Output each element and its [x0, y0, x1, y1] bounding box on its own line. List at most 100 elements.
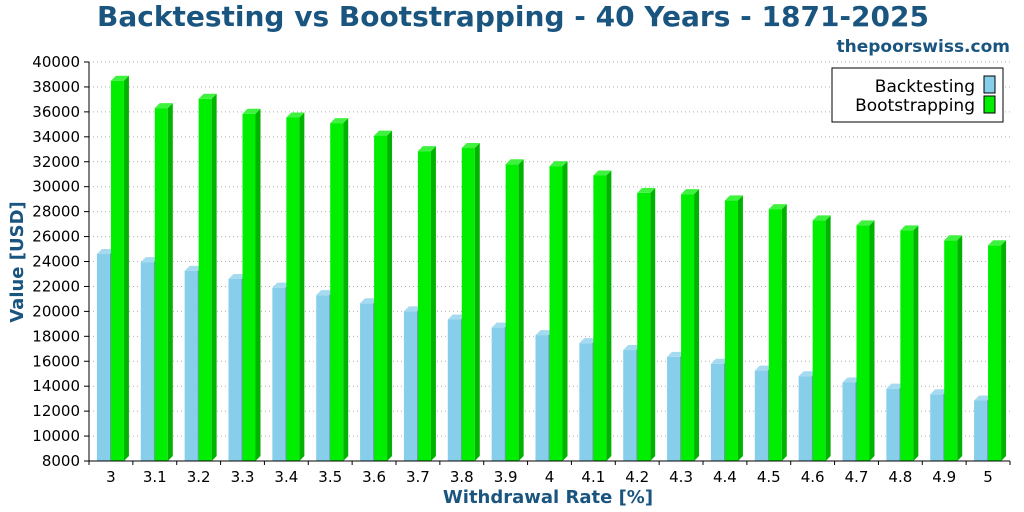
bar-side: [211, 93, 217, 462]
bar-top: [461, 143, 480, 149]
y-tick-label: 30000: [32, 178, 80, 196]
x-tick-label: 3.9: [494, 468, 518, 486]
bar-top: [286, 112, 305, 118]
x-tick-label: 3.5: [318, 468, 342, 486]
bar-front: [447, 319, 461, 461]
y-ticks: 8000 10000 12000 14000 16000 18000 20000 22000 2…: [32, 53, 89, 470]
bar-front: [140, 262, 154, 461]
y-tick-label: 36000: [32, 103, 80, 121]
x-tick-label: 4.4: [713, 468, 737, 486]
bar-front: [330, 123, 344, 462]
x-tick-label: 5: [983, 468, 993, 486]
bar-top: [812, 215, 831, 221]
bar-front: [724, 200, 738, 461]
y-tick-label: 38000: [32, 78, 80, 96]
bar-side: [387, 130, 393, 462]
y-tick-label: 40000: [32, 53, 80, 71]
bar-top: [974, 395, 993, 401]
bar-top: [754, 365, 773, 371]
bar-front: [812, 220, 826, 461]
bar-side: [255, 108, 261, 462]
x-tick-label: 3.4: [274, 468, 298, 486]
bar-top: [140, 257, 159, 263]
bar-bootstrapping-4.1: [593, 170, 612, 461]
y-tick-label: 22000: [32, 277, 80, 295]
y-tick-label: 32000: [32, 153, 80, 171]
bar-front: [900, 230, 914, 461]
bar-side: [825, 215, 831, 461]
x-tick-label: 3: [106, 468, 116, 486]
bar-side: [737, 195, 743, 461]
bar-top: [724, 195, 743, 201]
bar-front: [623, 350, 637, 461]
bar-side: [299, 112, 305, 462]
bar-side: [606, 170, 612, 461]
bar-front: [110, 80, 124, 461]
bar-side: [562, 161, 568, 461]
y-tick-label: 34000: [32, 128, 80, 146]
chart-title: Backtesting vs Bootstrapping - 40 Years …: [97, 0, 929, 33]
bar-side: [957, 235, 963, 461]
bar-top: [110, 75, 129, 81]
x-tick-label: 4.1: [581, 468, 605, 486]
bar-top: [330, 118, 349, 124]
y-tick-label: 18000: [32, 327, 80, 345]
bar-bootstrapping-5: [988, 240, 1007, 461]
bar-top: [491, 322, 510, 328]
legend-box: [831, 67, 1004, 123]
x-tick-label: 3.1: [143, 468, 167, 486]
x-tick-label: 4.8: [888, 468, 912, 486]
bar-top: [842, 377, 861, 383]
bar-front: [754, 370, 768, 461]
y-tick-label: 14000: [32, 377, 80, 395]
legend-swatch-bootstrapping: [983, 95, 996, 114]
y-tick-label: 24000: [32, 253, 80, 271]
bar-front: [417, 151, 431, 462]
bar-front: [593, 175, 607, 461]
x-tick-label: 4: [545, 468, 555, 486]
bar-front: [154, 108, 168, 462]
bar-top: [184, 265, 203, 271]
x-tick-label: 3.3: [231, 468, 255, 486]
bar-bootstrapping-4.9: [944, 235, 963, 461]
bar-bootstrapping-3.8: [461, 143, 480, 462]
bar-front: [96, 254, 110, 461]
bar-front: [886, 388, 900, 461]
bar-front: [710, 363, 724, 461]
bar-top: [535, 330, 554, 336]
x-tick-label: 4.5: [757, 468, 781, 486]
bar-top: [944, 235, 963, 241]
bar-top: [549, 161, 568, 167]
y-tick-label: 12000: [32, 402, 80, 420]
bar-top: [272, 282, 291, 288]
x-tick-label: 3.7: [406, 468, 430, 486]
bar-side: [343, 118, 349, 462]
bar-top: [403, 306, 422, 312]
bar-bootstrapping-4.2: [637, 187, 656, 461]
bar-front: [242, 113, 256, 462]
bar-top: [798, 371, 817, 377]
bar-bootstrapping-4: [549, 161, 568, 461]
bar-front: [228, 278, 242, 461]
bar-front: [184, 270, 198, 461]
bar-bootstrapping-4.3: [681, 189, 700, 461]
bar-bootstrapping-3.9: [505, 159, 524, 461]
y-tick-label: 8000: [42, 452, 80, 470]
bar-bootstrapping-4.4: [724, 195, 743, 461]
bar-top: [228, 273, 247, 279]
bar-side: [913, 225, 919, 461]
x-tick-label: 4.9: [932, 468, 956, 486]
bar-bootstrapping-3.6: [374, 130, 393, 462]
bar-front: [505, 164, 519, 461]
bar-top: [417, 146, 436, 152]
x-tick-label: 3.8: [450, 468, 474, 486]
bar-front: [360, 303, 374, 461]
bar-bootstrapping-4.8: [900, 225, 919, 461]
legend-label-backtesting: Backtesting: [875, 77, 975, 97]
bar-top: [988, 240, 1007, 246]
y-tick-label: 16000: [32, 352, 80, 370]
bar-front: [842, 382, 856, 461]
bar-top: [593, 170, 612, 176]
legend-label-bootstrapping: Bootstrapping: [855, 96, 975, 116]
bar-bootstrapping-3.7: [417, 146, 436, 462]
